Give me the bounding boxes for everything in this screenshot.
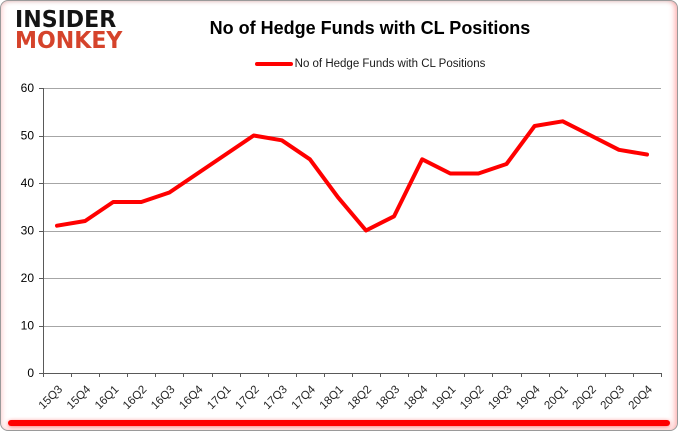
gridlines <box>43 88 661 327</box>
x-tick-label: 17Q1 <box>205 384 233 412</box>
x-tick-label: 17Q2 <box>233 384 261 412</box>
y-tick-labels: 0 10 20 30 40 50 60 <box>21 81 35 380</box>
x-tick-label: 15Q4 <box>65 383 94 412</box>
bottom-accent-bar <box>8 420 670 426</box>
legend-label: No of Hedge Funds with CL Positions <box>294 58 486 70</box>
y-tick-label: 60 <box>21 81 35 95</box>
y-tick-label: 50 <box>21 129 35 143</box>
x-tick-labels: 15Q3 15Q4 16Q1 16Q2 16Q3 16Q4 17Q1 17Q2 17Q3 17Q4… <box>37 383 656 412</box>
axes <box>39 88 662 377</box>
x-tick-label: 20Q1 <box>542 384 570 412</box>
x-tick-label: 15Q3 <box>37 384 65 412</box>
y-tick-label: 30 <box>21 224 35 238</box>
x-tick-label: 19Q2 <box>458 384 486 412</box>
x-tick-label: 18Q4 <box>402 383 431 412</box>
x-tick-label: 16Q1 <box>93 384 121 412</box>
x-tick-label: 17Q4 <box>290 383 319 412</box>
x-tick-label: 20Q2 <box>571 384 599 412</box>
x-tick-label: 20Q3 <box>599 384 627 412</box>
x-tick-label: 16Q4 <box>177 383 206 412</box>
x-tick-label: 17Q3 <box>262 384 290 412</box>
logo-line-monkey: MONKEY <box>15 28 123 55</box>
x-tick-label: 19Q3 <box>486 384 514 412</box>
x-tick-label: 19Q4 <box>514 383 543 412</box>
y-tick-label: 0 <box>27 366 34 380</box>
legend-line-swatch <box>254 62 293 66</box>
chart-title: No of Hedge Funds with CL Positions <box>209 18 531 38</box>
y-tick-label: 10 <box>21 319 35 333</box>
logo-line-insider: INSIDER <box>15 7 117 33</box>
chart-legend: No of Hedge Funds with CL Positions <box>61 58 677 70</box>
x-tick-label: 16Q3 <box>149 384 177 412</box>
x-tick-label: 18Q3 <box>374 384 402 412</box>
x-tick-label: 18Q2 <box>346 384 374 412</box>
x-tick-label: 16Q2 <box>121 384 149 412</box>
insider-monkey-logo: INSIDER MONKEY <box>15 7 123 55</box>
y-tick-label: 40 <box>21 176 35 190</box>
y-tick-label: 20 <box>21 271 35 285</box>
x-tick-label: 18Q1 <box>318 384 346 412</box>
x-tick-label: 19Q1 <box>430 384 458 412</box>
data-line-hedge-funds <box>55 119 649 233</box>
x-tick-label: 20Q4 <box>627 383 656 412</box>
